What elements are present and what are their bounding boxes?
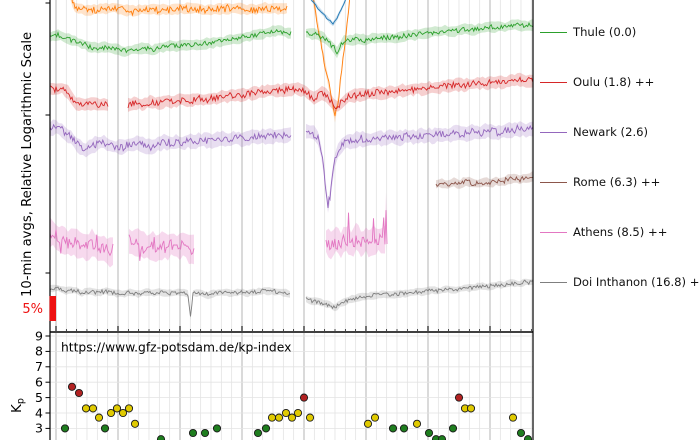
trace-band (306, 278, 533, 312)
trace-oulu (127, 76, 533, 109)
kp-dot-yellow (112, 404, 122, 413)
kp-dot-yellow (305, 413, 315, 422)
trace-doi-inthanon (50, 286, 291, 317)
kp-dot-yellow (508, 413, 518, 422)
kp-tick-label: 7 (35, 359, 43, 374)
kp-dot-yellow (293, 408, 303, 418)
trace-band (129, 228, 194, 265)
kp-dot-yellow (118, 408, 128, 418)
main-y-axis-label: 10-min avgs, Relative Logarithmic Scale (20, 32, 35, 297)
kp-dot-green (399, 424, 409, 433)
trace-doi-inthanon (305, 279, 533, 310)
kp-dot-yellow (466, 404, 476, 413)
kp-dot-green (60, 424, 70, 433)
kp-dot-green (188, 428, 198, 438)
kp-tick-label: 3 (35, 421, 43, 436)
trace-band (50, 25, 291, 57)
scale-bar-label: 5% (22, 302, 43, 317)
kp-dot-green (523, 435, 533, 440)
kp-dot-yellow (370, 413, 380, 422)
kp-y-axis-label: Kp (9, 398, 27, 413)
kp-dot-green (437, 435, 447, 440)
trace-newark (50, 123, 292, 152)
kp-dot-yellow (267, 413, 277, 422)
trace-band (128, 72, 533, 112)
kp-dot-green (156, 435, 166, 440)
kp-dot-green (516, 428, 526, 438)
kp-dot-yellow (81, 404, 91, 413)
trace-band (306, 19, 533, 59)
trace-oulu (50, 85, 109, 109)
kp-dot-yellow (88, 404, 98, 413)
scale-bar (49, 296, 56, 321)
kp-dot-red (299, 393, 309, 402)
kp-tick-label: 5 (35, 390, 43, 405)
kp-dot-green (253, 428, 263, 438)
trace-newark (305, 123, 533, 209)
kp-dot-yellow (124, 404, 134, 413)
kp-dot-green (448, 424, 458, 433)
trace-thule (50, 28, 292, 54)
kp-dot-green (261, 424, 271, 433)
trace-rome (435, 175, 533, 188)
kp-dot-green (100, 424, 110, 433)
kp-dot-red (454, 393, 464, 402)
trace-band (50, 284, 290, 320)
trace-band (310, 0, 347, 27)
kp-tick-label: 8 (35, 344, 43, 359)
kp-dot-yellow (281, 408, 291, 418)
trace-athens (50, 229, 114, 257)
trace-band (50, 119, 291, 158)
kp-tick-label: 6 (35, 375, 43, 390)
kp-dot-green (200, 428, 210, 438)
trace-unlabeled-0 (313, 0, 351, 117)
kp-dot-red (74, 388, 84, 398)
kp-dot-yellow (412, 419, 422, 428)
trace-unlabeled-1 (311, 0, 346, 25)
kp-dot-green (212, 424, 222, 433)
trace-band (50, 217, 113, 268)
kp-dot-yellow (130, 419, 140, 428)
kp-source-url: https://www.gfz-potsdam.de/kp-index (61, 341, 291, 355)
trace-athens (128, 234, 195, 261)
kp-points (60, 382, 533, 440)
trace-athens (325, 210, 388, 251)
kp-dot-green (424, 428, 434, 438)
trace-band (306, 121, 533, 213)
kp-dot-yellow (287, 413, 297, 422)
kp-dot-yellow (363, 419, 373, 428)
trace-unlabeled-0 (71, 0, 288, 17)
traces (50, 0, 533, 320)
kp-tick-label: 4 (35, 405, 43, 420)
trace-thule (305, 21, 533, 55)
kp-dot-green (388, 424, 398, 433)
kp-tick-label: 9 (35, 328, 43, 343)
kp-dot-yellow (274, 413, 284, 422)
kp-dot-yellow (94, 413, 104, 422)
kp-dot-yellow (106, 408, 116, 418)
kp-dot-red (67, 382, 77, 391)
